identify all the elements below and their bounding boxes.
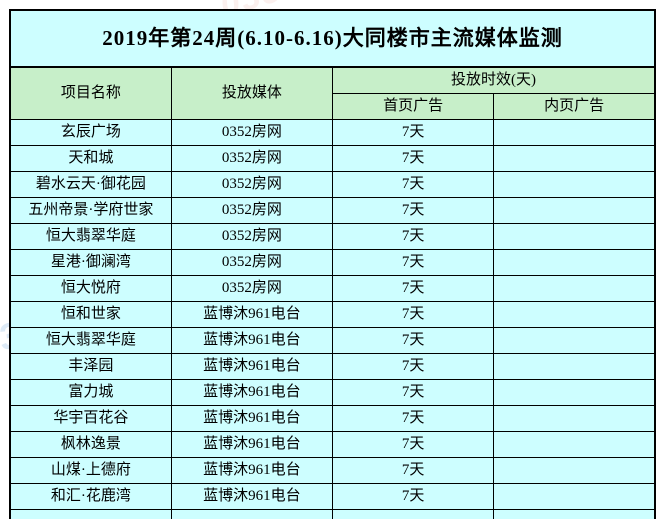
inner-ad-cell	[493, 509, 656, 519]
project-cell: 和汇·花鹿湾	[9, 483, 172, 510]
home-ad-cell: 7天	[331, 119, 495, 146]
home-ad-cell: 7天	[331, 275, 495, 302]
home-ad-cell: 7天	[331, 145, 495, 172]
page-title: 2019年第24周(6.10-6.16)大同楼市主流媒体监测	[9, 9, 656, 68]
project-cell: 丰泽园	[9, 353, 172, 380]
media-monitoring-table: 2019年第24周(6.10-6.16)大同楼市主流媒体监测 项目名称 投放媒体…	[9, 9, 656, 519]
media-cell: 0352房网	[170, 145, 334, 172]
project-cell: 富力城	[9, 379, 172, 406]
column-header-project: 项目名称	[9, 66, 172, 120]
inner-ad-cell	[493, 171, 656, 198]
table-row: 天和城 0352房网 7天	[9, 145, 656, 172]
media-cell	[170, 509, 334, 519]
project-cell	[9, 509, 172, 519]
inner-ad-cell	[493, 197, 656, 224]
media-cell: 0352房网	[170, 275, 334, 302]
table-row: 恒大翡翠华庭 0352房网 7天	[9, 223, 656, 250]
table-row: 碧水云天·御花园 0352房网 7天	[9, 171, 656, 198]
project-cell: 华宇百花谷	[9, 405, 172, 432]
media-cell: 0352房网	[170, 171, 334, 198]
table-row-partial	[9, 509, 656, 519]
table-row: 枫林逸景 蓝博沐961电台 7天	[9, 431, 656, 458]
column-header-duration-group: 投放时效(天)	[332, 66, 656, 94]
table-row: 星港·御澜湾 0352房网 7天	[9, 249, 656, 276]
media-cell: 0352房网	[170, 249, 334, 276]
home-ad-cell	[331, 509, 495, 519]
home-ad-cell: 7天	[331, 223, 495, 250]
column-header-home-ad: 首页广告	[331, 93, 495, 120]
project-cell: 恒大翡翠华庭	[9, 223, 172, 250]
media-cell: 蓝博沐961电台	[170, 379, 334, 406]
project-cell: 星港·御澜湾	[9, 249, 172, 276]
table-row: 富力城 蓝博沐961电台 7天	[9, 379, 656, 406]
inner-ad-cell	[493, 405, 656, 432]
media-cell: 蓝博沐961电台	[170, 457, 334, 484]
home-ad-cell: 7天	[331, 483, 495, 510]
media-cell: 蓝博沐961电台	[170, 301, 334, 328]
table-row: 恒大翡翠华庭 蓝博沐961电台 7天	[9, 327, 656, 354]
table-row: 五州帝景·学府世家 0352房网 7天	[9, 197, 656, 224]
home-ad-cell: 7天	[331, 249, 495, 276]
media-cell: 蓝博沐961电台	[170, 405, 334, 432]
inner-ad-cell	[493, 301, 656, 328]
home-ad-cell: 7天	[331, 405, 495, 432]
media-cell: 0352房网	[170, 223, 334, 250]
home-ad-cell: 7天	[331, 171, 495, 198]
project-cell: 天和城	[9, 145, 172, 172]
media-cell: 蓝博沐961电台	[170, 431, 334, 458]
project-cell: 山煤·上德府	[9, 457, 172, 484]
inner-ad-cell	[493, 431, 656, 458]
inner-ad-cell	[493, 145, 656, 172]
inner-ad-cell	[493, 119, 656, 146]
table-row: 恒大悦府 0352房网 7天	[9, 275, 656, 302]
table-row: 和汇·花鹿湾 蓝博沐961电台 7天	[9, 483, 656, 510]
inner-ad-cell	[493, 223, 656, 250]
inner-ad-cell	[493, 457, 656, 484]
home-ad-cell: 7天	[331, 457, 495, 484]
column-header-media: 投放媒体	[170, 66, 334, 120]
project-cell: 碧水云天·御花园	[9, 171, 172, 198]
inner-ad-cell	[493, 249, 656, 276]
home-ad-cell: 7天	[331, 327, 495, 354]
table-row: 恒和世家 蓝博沐961电台 7天	[9, 301, 656, 328]
home-ad-cell: 7天	[331, 379, 495, 406]
header-row-top: 项目名称 投放媒体 投放时效(天)	[9, 66, 656, 120]
media-cell: 0352房网	[170, 119, 334, 146]
project-cell: 恒大悦府	[9, 275, 172, 302]
home-ad-cell: 7天	[331, 301, 495, 328]
column-header-inner-ad: 内页广告	[493, 93, 656, 120]
project-cell: 枫林逸景	[9, 431, 172, 458]
inner-ad-cell	[493, 275, 656, 302]
table-row: 山煤·上德府 蓝博沐961电台 7天	[9, 457, 656, 484]
media-cell: 蓝博沐961电台	[170, 327, 334, 354]
project-cell: 玄辰广场	[9, 119, 172, 146]
home-ad-cell: 7天	[331, 431, 495, 458]
table-row: 玄辰广场 0352房网 7天	[9, 119, 656, 146]
table-row: 丰泽园 蓝博沐961电台 7天	[9, 353, 656, 380]
table-row: 华宇百花谷 蓝博沐961电台 7天	[9, 405, 656, 432]
inner-ad-cell	[493, 327, 656, 354]
title-row: 2019年第24周(6.10-6.16)大同楼市主流媒体监测	[9, 9, 656, 68]
project-cell: 恒和世家	[9, 301, 172, 328]
project-cell: 恒大翡翠华庭	[9, 327, 172, 354]
home-ad-cell: 7天	[331, 197, 495, 224]
home-ad-cell: 7天	[331, 353, 495, 380]
media-cell: 0352房网	[170, 197, 334, 224]
project-cell: 五州帝景·学府世家	[9, 197, 172, 224]
media-cell: 蓝博沐961电台	[170, 353, 334, 380]
inner-ad-cell	[493, 379, 656, 406]
inner-ad-cell	[493, 353, 656, 380]
header-row-sub: 首页广告 内页广告	[10, 93, 656, 120]
inner-ad-cell	[493, 483, 656, 510]
media-cell: 蓝博沐961电台	[170, 483, 334, 510]
